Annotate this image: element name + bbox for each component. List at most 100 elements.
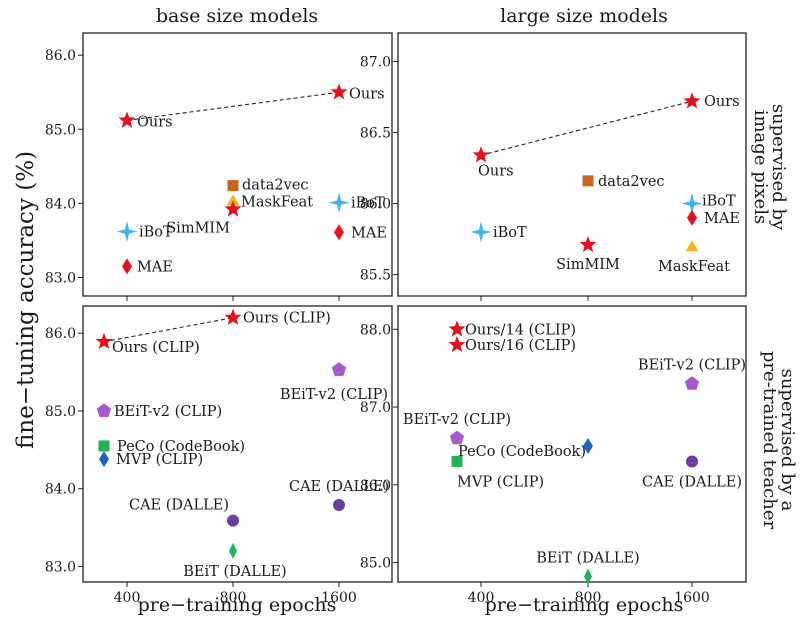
marker-ours: [330, 83, 348, 100]
marker-beit-v2-clip: [684, 376, 700, 390]
side-title-teacher-line1: supervised by a: [777, 369, 798, 512]
point-label-ibot: iBoT: [493, 225, 527, 241]
y-tick-label: 88.0: [360, 322, 391, 338]
point-label-ibot: iBoT: [139, 225, 173, 241]
x-tick-label: 400: [114, 590, 141, 606]
x-tick-label: 1600: [321, 590, 357, 606]
marker-beit-v2-clip: [331, 362, 347, 376]
y-tick-label: 86.0: [360, 197, 391, 213]
point-label-mae: MAE: [704, 211, 740, 227]
y-tick-label: 86.0: [45, 326, 76, 342]
point-label-ours-clip: Ours (CLIP): [243, 311, 331, 327]
point-label-beit-dalle: BEiT (DALLE): [183, 564, 286, 580]
point-label-simmim: SimMIM: [556, 257, 620, 273]
point-label-beit-dalle: BEiT (DALLE): [536, 551, 639, 567]
marker-beit-dalle: [584, 568, 592, 585]
side-title-pixels-line1: supervised by: [768, 104, 789, 231]
panel-frame: [397, 32, 747, 297]
point-label-cae-dalle: CAE (DALLE): [642, 474, 742, 490]
point-label-mvp-clip: MVP (CLIP): [116, 452, 203, 468]
y-tick-label: 86.5: [360, 126, 391, 142]
panel-base-pixels: 83.0 84.0 85.0 86.0 Ours Ours data2vecMaskFeat…: [45, 32, 393, 301]
point-label-cae-dalle: CAE (DALLE): [129, 498, 229, 514]
marker-maskfeat: [685, 240, 699, 252]
trend-line: [126, 91, 340, 121]
marker-cae-dalle: [333, 499, 345, 512]
point-label-ibot: iBoT: [702, 194, 736, 210]
y-tick-label: 84.0: [45, 196, 76, 212]
marker-simmim: [579, 235, 597, 253]
marker-peco-codebook: [583, 437, 593, 454]
marker-ours-clip: [224, 308, 242, 325]
marker-ours: [472, 146, 490, 163]
marker-ibot: [681, 193, 703, 215]
marker-ours-clip: [95, 332, 113, 350]
point-label-beit-v2-clip: BEiT-v2 (CLIP): [114, 404, 222, 420]
point-label-ibot: iBoT: [351, 196, 385, 212]
y-tick-label: 87.0: [360, 400, 391, 416]
point-label-maskfeat: MaskFeat: [658, 259, 730, 275]
marker-maskfeat: [226, 194, 240, 206]
x-tick-label: 1600: [674, 590, 710, 606]
marker-cae-dalle: [227, 514, 239, 527]
y-tick-label: 85.5: [360, 268, 391, 284]
marker-ours: [118, 111, 136, 128]
point-label-beit-v2-clip: BEiT-v2 (CLIP): [280, 387, 388, 403]
point-label-peco-codebook: PeCo (CodeBook): [117, 439, 245, 455]
y-tick-label: 85.0: [45, 404, 76, 420]
marker-mae: [334, 224, 344, 241]
panel-frame: [82, 32, 393, 297]
point-label-data2vec: data2vec: [598, 174, 665, 190]
point-label-cae-dalle: CAE (DALLE): [289, 479, 389, 495]
point-label-ours-16-clip: Ours/16 (CLIP): [465, 338, 576, 354]
column-title-large: large size models: [500, 5, 668, 27]
point-label-maskfeat: MaskFeat: [241, 194, 313, 210]
panel-large-teacher: 85.0 86.0 87.0 88.0 400 800 1600 Ours/14 (CLIP)…: [360, 305, 747, 606]
point-label-beit-v2-clip: BEiT-v2 (CLIP): [638, 358, 746, 374]
point-label-ours: Ours: [478, 163, 514, 179]
point-label-ours: Ours: [704, 94, 740, 110]
point-label-simmim: SimMIM: [166, 220, 230, 236]
marker-mvp-clip: [99, 451, 109, 468]
marker-ibot: [116, 221, 138, 243]
x-axis-title-base: pre−training epochs: [138, 594, 337, 616]
side-title-pixels-line2: image pixels: [750, 110, 771, 225]
x-tick-label: 400: [468, 590, 495, 606]
marker-ibot: [470, 221, 492, 243]
x-tick-label: 800: [220, 590, 247, 606]
y-tick-label: 85.0: [45, 122, 76, 138]
point-label-mae: MAE: [137, 259, 173, 275]
panel-frame: [82, 305, 393, 583]
marker-simmim: [224, 200, 242, 217]
marker-mae: [122, 258, 132, 275]
x-axis-title-large: pre−training epochs: [485, 594, 684, 616]
marker-cae-dalle: [686, 455, 698, 468]
marker-data2vec: [582, 175, 594, 187]
column-title-base: base size models: [156, 5, 318, 27]
marker-beit-dalle: [229, 542, 237, 559]
trend-line: [103, 317, 234, 343]
panel-frame: [397, 305, 747, 583]
point-label-ours-clip: Ours (CLIP): [112, 340, 200, 356]
point-label-ours: Ours: [137, 114, 173, 130]
marker-mae: [687, 209, 697, 226]
marker-mvp-clip: [451, 455, 463, 467]
marker-peco-codebook: [98, 440, 110, 452]
point-label-ours: Ours: [349, 86, 385, 102]
y-axis-title: fine−tuning accuracy (%): [13, 151, 39, 449]
marker-beit-v2-clip: [96, 403, 112, 418]
marker-ours-16-clip: [448, 335, 466, 353]
marker-ours: [683, 92, 701, 109]
trend-line: [480, 100, 693, 156]
side-title-teacher-line2: pre-trained teacher: [759, 351, 780, 530]
y-tick-label: 83.0: [45, 270, 76, 286]
y-tick-label: 85.0: [360, 556, 391, 572]
point-label-ours-14-clip: Ours/14 (CLIP): [465, 322, 576, 338]
point-label-mae: MAE: [351, 225, 387, 241]
marker-ibot: [328, 192, 350, 214]
y-tick-label: 87.0: [360, 54, 391, 70]
y-tick-label: 86.0: [360, 478, 391, 494]
marker-ours-14-clip: [448, 320, 466, 337]
y-tick-label: 86.0: [45, 48, 76, 64]
